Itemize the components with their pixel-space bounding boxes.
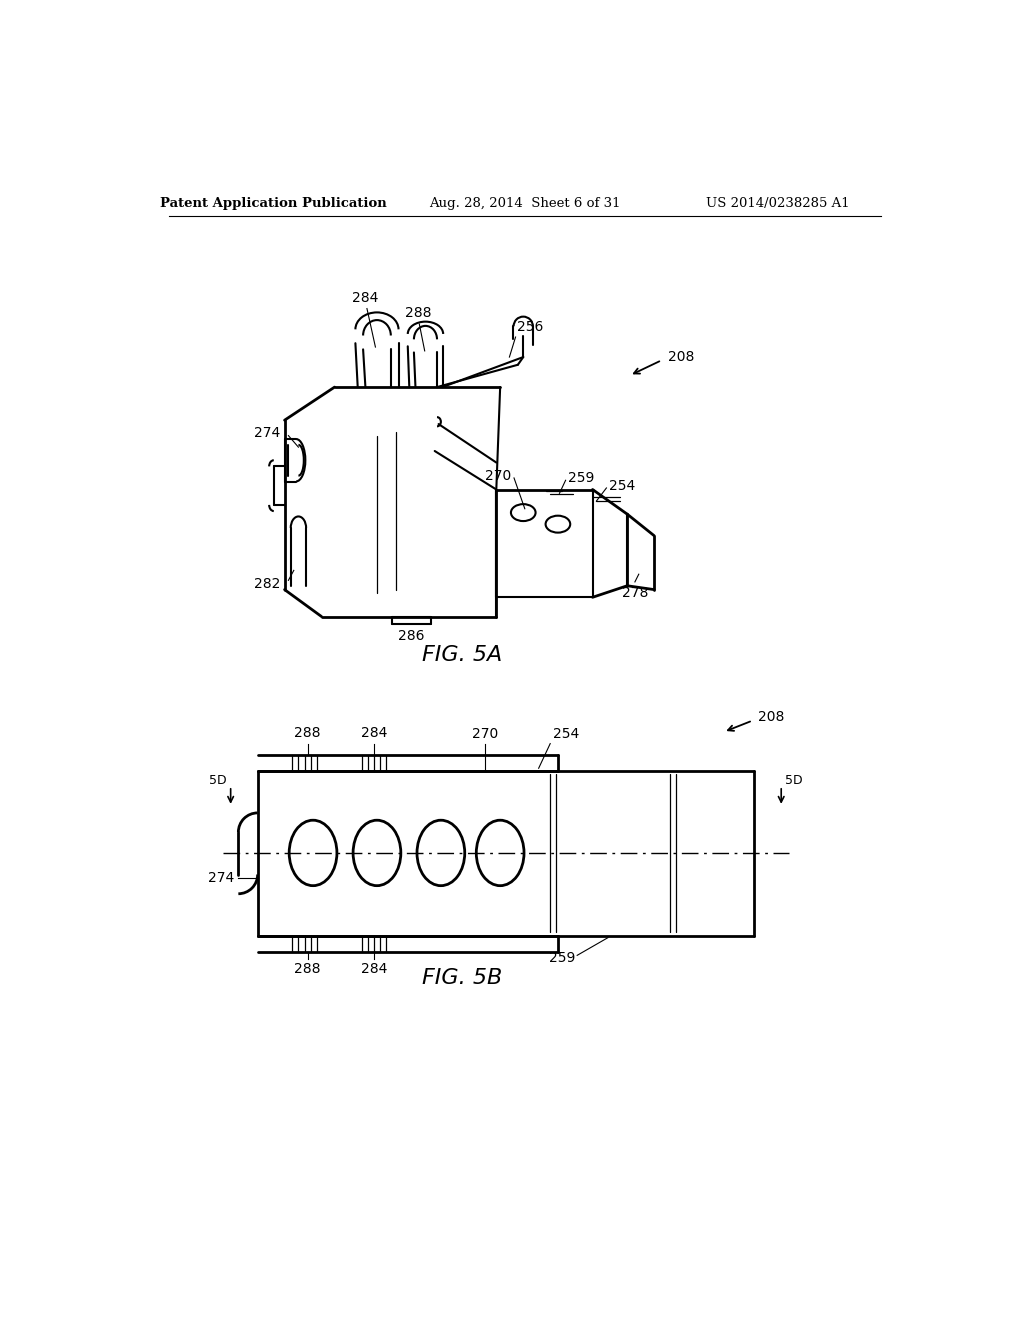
- Text: 259: 259: [568, 471, 594, 484]
- Text: 254: 254: [553, 726, 580, 741]
- Text: 284: 284: [360, 726, 387, 739]
- Text: 259: 259: [549, 950, 575, 965]
- Text: 5D: 5D: [209, 774, 226, 787]
- Text: 274: 274: [254, 425, 281, 440]
- Text: 284: 284: [360, 961, 387, 975]
- Text: 270: 270: [472, 726, 498, 741]
- Text: 288: 288: [406, 306, 432, 321]
- Text: 278: 278: [622, 586, 648, 601]
- Text: 5D: 5D: [785, 774, 803, 787]
- Text: 286: 286: [398, 628, 425, 643]
- Text: 270: 270: [485, 469, 512, 483]
- Text: FIG. 5B: FIG. 5B: [422, 969, 502, 989]
- Text: 288: 288: [295, 961, 321, 975]
- Text: 274: 274: [208, 871, 234, 886]
- Text: 208: 208: [758, 710, 784, 725]
- Text: 254: 254: [609, 479, 636, 492]
- Text: 284: 284: [352, 290, 379, 305]
- Text: US 2014/0238285 A1: US 2014/0238285 A1: [706, 197, 849, 210]
- Text: Aug. 28, 2014  Sheet 6 of 31: Aug. 28, 2014 Sheet 6 of 31: [429, 197, 621, 210]
- Text: 208: 208: [668, 350, 694, 364]
- Text: 288: 288: [295, 726, 321, 739]
- Text: FIG. 5A: FIG. 5A: [422, 645, 502, 665]
- Text: Patent Application Publication: Patent Application Publication: [160, 197, 386, 210]
- Text: 256: 256: [517, 319, 544, 334]
- Text: 282: 282: [254, 577, 281, 591]
